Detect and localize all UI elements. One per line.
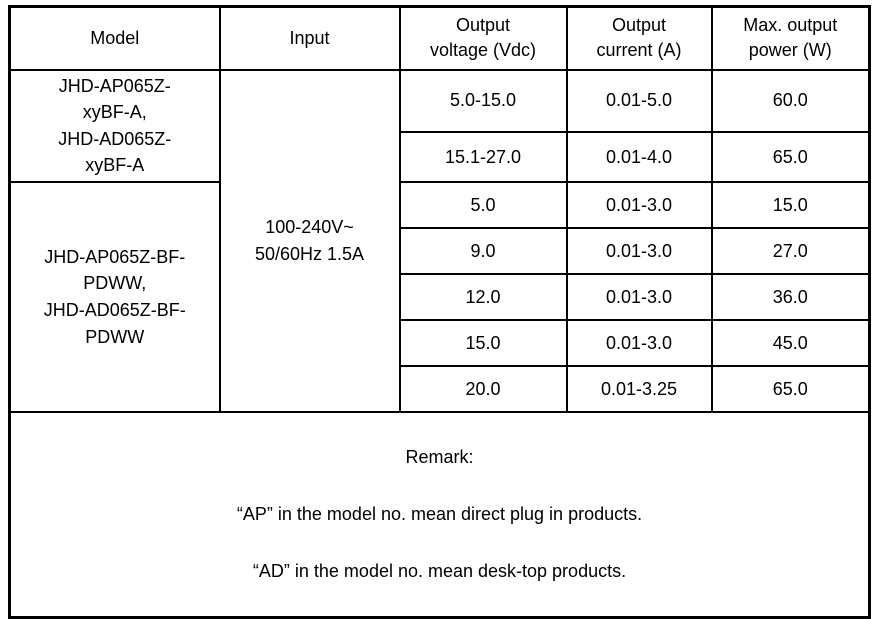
cell-max-power: 27.0 xyxy=(710,227,871,275)
cell-output-voltage: 5.0 xyxy=(398,181,568,229)
cell-output-current: 0.01-4.0 xyxy=(565,131,713,183)
table-row: 12.0 0.01-3.0 36.0 xyxy=(10,273,871,321)
column-header-input: Input xyxy=(218,5,401,71)
cell-output-voltage: 9.0 xyxy=(398,227,568,275)
remark-cell: Remark: “AP” in the model no. mean direc… xyxy=(8,411,871,619)
cell-max-power: 65.0 xyxy=(710,365,871,413)
cell-max-power: 36.0 xyxy=(710,273,871,321)
cell-output-voltage: 12.0 xyxy=(398,273,568,321)
cell-output-current: 0.01-3.0 xyxy=(565,181,713,229)
cell-output-current: 0.01-3.0 xyxy=(565,227,713,275)
column-header-max-power: Max. output power (W) xyxy=(710,5,871,71)
cell-max-power: 60.0 xyxy=(710,68,871,134)
cell-max-power: 65.0 xyxy=(710,131,871,183)
remark-row: Remark: “AP” in the model no. mean direc… xyxy=(8,411,871,619)
power-spec-table: Model Input Output voltage (Vdc) Output … xyxy=(8,5,871,619)
header-row: Model Input Output voltage (Vdc) Output … xyxy=(8,5,871,71)
cell-output-voltage: 15.1-27.0 xyxy=(398,131,568,183)
table-row: 9.0 0.01-3.0 27.0 xyxy=(10,227,871,275)
column-header-model: Model xyxy=(8,5,221,71)
cell-output-current: 0.01-3.25 xyxy=(565,365,713,413)
table-row: 20.0 0.01-3.25 65.0 xyxy=(10,365,871,413)
column-header-output-voltage: Output voltage (Vdc) xyxy=(398,5,568,71)
cell-output-current: 0.01-3.0 xyxy=(565,319,713,367)
cell-input: 100-240V~ 50/60Hz 1.5A xyxy=(218,68,401,413)
table-row: 15.1-27.0 0.01-4.0 65.0 xyxy=(10,131,871,183)
cell-model-group-2: JHD-AP065Z-BF- PDWW, JHD-AD065Z-BF- PDWW xyxy=(8,181,221,413)
document-page: Model Input Output voltage (Vdc) Output … xyxy=(8,5,871,619)
cell-output-voltage: 5.0-15.0 xyxy=(398,68,568,134)
cell-max-power: 15.0 xyxy=(710,181,871,229)
cell-model-group-1: JHD-AP065Z- xyBF-A, JHD-AD065Z- xyBF-A xyxy=(8,68,221,183)
cell-output-current: 0.01-3.0 xyxy=(565,273,713,321)
cell-output-voltage: 20.0 xyxy=(398,365,568,413)
column-header-output-current: Output current (A) xyxy=(565,5,713,71)
table-row: JHD-AP065Z- xyBF-A, JHD-AD065Z- xyBF-A 1… xyxy=(8,68,871,413)
table-row: 15.0 0.01-3.0 45.0 xyxy=(10,319,871,367)
remark-line-ad: “AD” in the model no. mean desk-top prod… xyxy=(252,561,627,582)
table-row: JHD-AP065Z-BF- PDWW, JHD-AD065Z-BF- PDWW… xyxy=(8,181,871,413)
cell-max-power: 45.0 xyxy=(710,319,871,367)
cell-output-current: 0.01-5.0 xyxy=(565,68,713,134)
remark-title: Remark: xyxy=(405,447,474,468)
cell-output-voltage: 15.0 xyxy=(398,319,568,367)
